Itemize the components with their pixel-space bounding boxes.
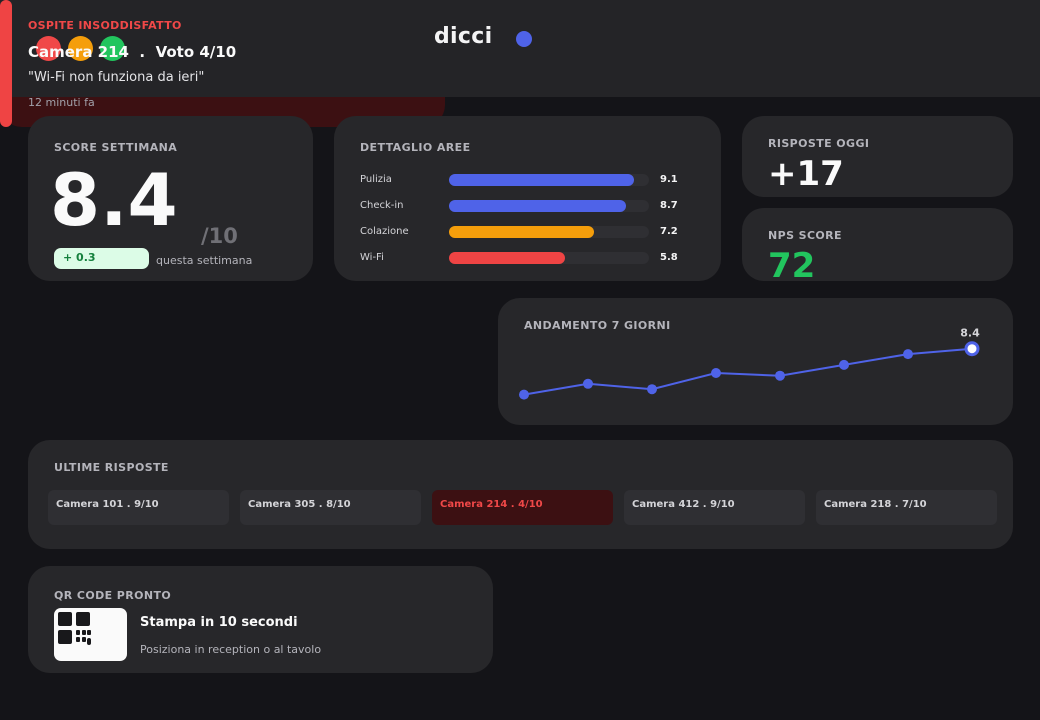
alert-quote: "Wi-Fi non funziona da ieri" bbox=[28, 70, 205, 85]
qr-title: Stampa in 10 secondi bbox=[140, 615, 298, 630]
trend-last-value-label: 8.4 bbox=[960, 327, 980, 340]
recent-answer-chip[interactable]: Camera 101 . 9/10 bbox=[48, 490, 229, 525]
area-bar-track bbox=[449, 252, 649, 264]
area-name: Pulizia bbox=[360, 174, 392, 185]
nps-score-card: NPS SCORE 72 bbox=[742, 208, 1013, 286]
alert-accent-bar bbox=[0, 0, 12, 127]
area-name: Colazione bbox=[360, 226, 409, 237]
area-value: 7.2 bbox=[660, 226, 678, 237]
area-bar-track bbox=[449, 200, 649, 212]
area-bar-fill bbox=[449, 174, 635, 186]
area-bar-fill bbox=[449, 200, 626, 212]
score-suffix: /10 bbox=[201, 224, 238, 248]
area-row: Pulizia 9.1 bbox=[360, 172, 700, 188]
nps-label: NPS SCORE bbox=[768, 229, 842, 242]
trend-point bbox=[964, 341, 980, 357]
weekly-score-card: SCORE SETTIMANA 8.4 /10 + 0.3 questa set… bbox=[28, 116, 313, 281]
brand-dot-icon bbox=[516, 31, 532, 47]
maximize-window-button[interactable] bbox=[100, 36, 125, 61]
today-value: +17 bbox=[768, 154, 844, 194]
area-bar-fill bbox=[449, 226, 595, 238]
score-label: SCORE SETTIMANA bbox=[54, 141, 178, 154]
score-delta-note: questa settimana bbox=[156, 254, 253, 267]
recent-answers-card: ULTIME RISPOSTE Camera 101 . 9/10 Camera … bbox=[28, 440, 1013, 549]
qr-code-icon[interactable] bbox=[54, 608, 127, 661]
recent-answer-chip[interactable]: Camera 214 . 4/10 bbox=[432, 490, 613, 525]
trend-point bbox=[903, 349, 913, 360]
trend-line bbox=[523, 347, 973, 396]
area-row: Wi-Fi 5.8 bbox=[360, 250, 700, 266]
trend-point bbox=[839, 359, 849, 370]
score-delta-badge: + 0.3 bbox=[54, 248, 149, 269]
close-window-button[interactable] bbox=[36, 36, 61, 61]
minimize-window-button[interactable] bbox=[68, 36, 93, 61]
alert-time: 12 minuti fa bbox=[28, 96, 95, 109]
recent-answer-chip[interactable]: Camera 305 . 8/10 bbox=[240, 490, 421, 525]
trend-point bbox=[583, 378, 593, 389]
recent-label: ULTIME RISPOSTE bbox=[54, 461, 169, 474]
recent-answer-chip[interactable]: Camera 218 . 7/10 bbox=[816, 490, 997, 525]
area-name: Check-in bbox=[360, 200, 404, 211]
nps-value: 72 bbox=[768, 246, 816, 286]
answers-today-card: RISPOSTE OGGI +17 bbox=[742, 116, 1013, 197]
trend-label: ANDAMENTO 7 GIORNI bbox=[524, 319, 671, 332]
alert-title: Camera 214 . Voto 4/10 bbox=[28, 43, 237, 61]
area-detail-card: DETTAGLIO AREE Pulizia 9.1 Check-in 8.7 Cola… bbox=[334, 116, 721, 281]
trend-point bbox=[519, 389, 529, 400]
title-bar: dicci bbox=[0, 0, 1040, 97]
area-value: 8.7 bbox=[660, 200, 678, 211]
score-value: 8.4 bbox=[50, 158, 178, 242]
qr-label: QR CODE PRONTO bbox=[54, 589, 172, 602]
qr-subtitle: Posiziona in reception o al tavolo bbox=[140, 643, 322, 656]
brand-logo: dicci bbox=[434, 24, 493, 49]
areas-label: DETTAGLIO AREE bbox=[360, 141, 471, 154]
area-bar-track bbox=[449, 226, 649, 238]
qr-code-card: QR CODE PRONTO Stampa in 10 secondi Posi… bbox=[28, 566, 493, 673]
trend-point bbox=[647, 384, 657, 395]
area-value: 5.8 bbox=[660, 252, 678, 263]
alert-label: OSPITE INSODDISFATTO bbox=[28, 19, 182, 32]
trend-chart: 8.4 bbox=[519, 327, 980, 400]
trend-chart-card: ANDAMENTO 7 GIORNI 8.4 bbox=[498, 298, 1013, 425]
area-bar-fill bbox=[449, 252, 565, 264]
area-row: Colazione 7.2 bbox=[360, 224, 700, 240]
area-row: Check-in 8.7 bbox=[360, 198, 700, 214]
area-name: Wi-Fi bbox=[360, 252, 384, 263]
trend-point bbox=[775, 370, 785, 381]
area-value: 9.1 bbox=[660, 174, 678, 185]
trend-point bbox=[711, 368, 721, 378]
recent-answer-chip[interactable]: Camera 412 . 9/10 bbox=[624, 490, 805, 525]
today-label: RISPOSTE OGGI bbox=[768, 137, 870, 150]
area-bar-track bbox=[449, 174, 649, 186]
